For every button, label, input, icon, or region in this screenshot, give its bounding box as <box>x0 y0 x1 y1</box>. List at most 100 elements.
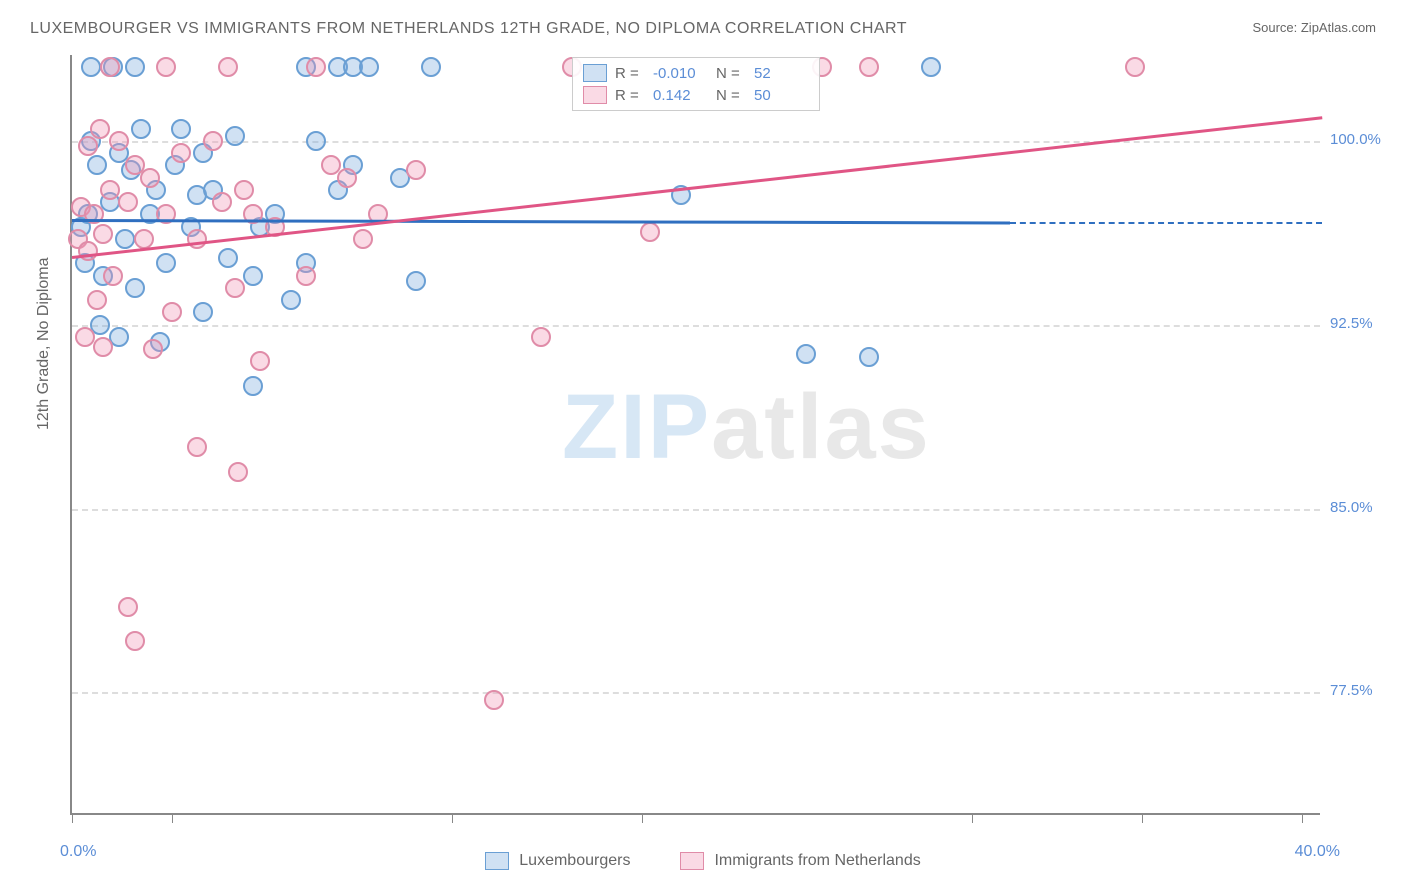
data-point <box>859 57 879 77</box>
data-point <box>281 290 301 310</box>
data-point <box>87 290 107 310</box>
data-point <box>100 57 120 77</box>
source-attribution: Source: ZipAtlas.com <box>1252 20 1376 35</box>
y-tick-label: 77.5% <box>1330 682 1405 699</box>
data-point <box>115 229 135 249</box>
chart-title: LUXEMBOURGER VS IMMIGRANTS FROM NETHERLA… <box>30 20 907 38</box>
data-point <box>250 351 270 371</box>
n-label: N = <box>716 87 746 104</box>
gridline <box>72 141 1320 143</box>
data-point <box>193 302 213 322</box>
watermark-part1: ZIP <box>562 376 711 478</box>
data-point <box>143 339 163 359</box>
data-point <box>109 131 129 151</box>
data-point <box>296 266 316 286</box>
gridline <box>72 325 1320 327</box>
data-point <box>131 119 151 139</box>
data-point <box>796 344 816 364</box>
legend-item-2: Immigrants from Netherlands <box>680 852 920 870</box>
watermark: ZIPatlas <box>562 375 931 480</box>
data-point <box>406 271 426 291</box>
data-point <box>78 241 98 261</box>
legend-row-series-2: R = 0.142 N = 50 <box>583 84 809 106</box>
data-point <box>203 131 223 151</box>
data-point <box>421 57 441 77</box>
data-point <box>359 57 379 77</box>
data-point <box>134 229 154 249</box>
x-tick-mark <box>72 813 73 823</box>
swatch-2 <box>680 852 704 870</box>
legend-label-2: Immigrants from Netherlands <box>714 852 920 870</box>
trend-line-projection <box>1010 222 1323 224</box>
y-axis-label: 12th Grade, No Diploma <box>35 257 53 430</box>
data-point <box>228 462 248 482</box>
series-legend: Luxembourgers Immigrants from Netherland… <box>0 852 1406 870</box>
x-tick-mark <box>172 813 173 823</box>
data-point <box>78 136 98 156</box>
y-tick-label: 100.0% <box>1330 131 1405 148</box>
n-label: N = <box>716 65 746 82</box>
swatch-series-2 <box>583 86 607 104</box>
y-tick-label: 85.0% <box>1330 499 1405 516</box>
data-point <box>87 155 107 175</box>
data-point <box>353 229 373 249</box>
data-point <box>90 119 110 139</box>
data-point <box>93 337 113 357</box>
data-point <box>243 266 263 286</box>
data-point <box>75 327 95 347</box>
data-point <box>218 57 238 77</box>
data-point <box>234 180 254 200</box>
data-point <box>156 57 176 77</box>
data-point <box>187 229 207 249</box>
data-point <box>103 266 123 286</box>
legend-item-1: Luxembourgers <box>485 852 630 870</box>
data-point <box>243 376 263 396</box>
data-point <box>118 192 138 212</box>
n-value-2: 50 <box>754 87 809 104</box>
n-value-1: 52 <box>754 65 809 82</box>
x-tick-mark <box>972 813 973 823</box>
legend-row-series-1: R = -0.010 N = 52 <box>583 62 809 84</box>
data-point <box>125 278 145 298</box>
data-point <box>125 631 145 651</box>
watermark-part2: atlas <box>711 376 931 478</box>
data-point <box>484 690 504 710</box>
data-point <box>225 278 245 298</box>
data-point <box>81 57 101 77</box>
data-point <box>93 224 113 244</box>
y-tick-label: 92.5% <box>1330 315 1405 332</box>
data-point <box>218 248 238 268</box>
legend-label-1: Luxembourgers <box>519 852 630 870</box>
swatch-series-1 <box>583 64 607 82</box>
data-point <box>125 57 145 77</box>
data-point <box>100 180 120 200</box>
gridline <box>72 509 1320 511</box>
r-label: R = <box>615 87 645 104</box>
data-point <box>640 222 660 242</box>
r-label: R = <box>615 65 645 82</box>
x-tick-mark <box>1302 813 1303 823</box>
gridline <box>72 692 1320 694</box>
correlation-legend: R = -0.010 N = 52 R = 0.142 N = 50 <box>572 57 820 111</box>
data-point <box>171 119 191 139</box>
data-point <box>118 597 138 617</box>
trend-line <box>72 219 1010 224</box>
x-tick-mark <box>642 813 643 823</box>
trend-line <box>72 116 1322 258</box>
data-point <box>171 143 191 163</box>
data-point <box>225 126 245 146</box>
plot-area: R = -0.010 N = 52 R = 0.142 N = 50 ZIPat… <box>70 55 1320 815</box>
x-tick-mark <box>452 813 453 823</box>
data-point <box>1125 57 1145 77</box>
x-tick-mark <box>1142 813 1143 823</box>
data-point <box>306 57 326 77</box>
data-point <box>306 131 326 151</box>
data-point <box>140 168 160 188</box>
data-point <box>859 347 879 367</box>
data-point <box>531 327 551 347</box>
r-value-1: -0.010 <box>653 65 708 82</box>
data-point <box>212 192 232 212</box>
data-point <box>162 302 182 322</box>
data-point <box>156 253 176 273</box>
data-point <box>921 57 941 77</box>
